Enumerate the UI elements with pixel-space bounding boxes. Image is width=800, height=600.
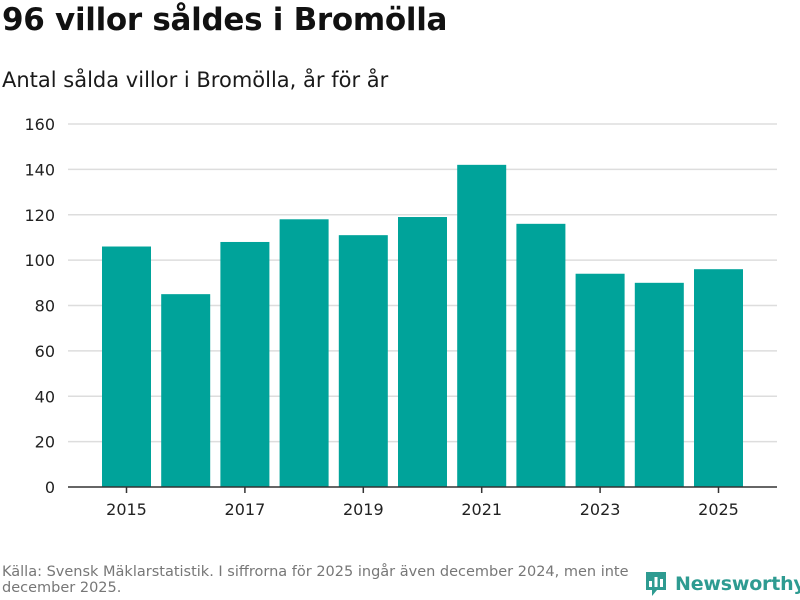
bar-2016[interactable] (161, 294, 211, 487)
bar-2023[interactable] (575, 273, 625, 487)
x-tick-label: 2025 (698, 500, 739, 519)
bar-2025[interactable] (694, 269, 743, 487)
x-tick-label: 2019 (343, 500, 384, 519)
chart-title: 96 villor såldes i Bromölla (2, 2, 448, 38)
bar-2015[interactable] (102, 246, 151, 487)
bar-2017[interactable] (220, 241, 270, 487)
y-tick-label: 100 (24, 251, 55, 270)
axes (68, 486, 777, 493)
x-tick-label: 2021 (461, 500, 502, 519)
y-tick-label: 160 (24, 115, 55, 134)
y-tick-label: 140 (24, 160, 55, 179)
bar-2024[interactable] (634, 282, 684, 487)
y-tick-label: 40 (35, 387, 55, 406)
bars (102, 164, 743, 488)
y-tick-label: 20 (35, 433, 55, 452)
x-tick-label: 2017 (225, 500, 266, 519)
y-tick-label: 0 (45, 478, 55, 497)
bar-2018[interactable] (279, 219, 329, 487)
bar-2021[interactable] (457, 164, 507, 487)
source-note: Källa: Svensk Mäklarstatistik. I siffror… (2, 564, 629, 596)
y-tick-label: 60 (35, 342, 55, 361)
bar-2019[interactable] (338, 235, 388, 487)
bar-2020[interactable] (398, 217, 447, 488)
newsworthy-brand[interactable]: Newsworthy (644, 569, 800, 599)
chart-subtitle: Antal sålda villor i Bromölla, år för år (2, 68, 389, 92)
y-tick-label: 80 (35, 297, 55, 316)
newsworthy-bar-chart-icon (646, 572, 666, 596)
bar-chart: 0 20 40 60 80 100 120 140 160 2015 2017 2019 2021 202… (24, 115, 777, 519)
bar-2022[interactable] (516, 223, 566, 487)
x-tick-label: 2015 (106, 500, 147, 519)
y-tick-label: 120 (24, 206, 55, 225)
x-tick-label: 2023 (580, 500, 621, 519)
brand-name: Newsworthy (675, 573, 800, 595)
tick-labels: 0 20 40 60 80 100 120 140 160 2015 2017 2019 2021 202… (24, 115, 738, 519)
